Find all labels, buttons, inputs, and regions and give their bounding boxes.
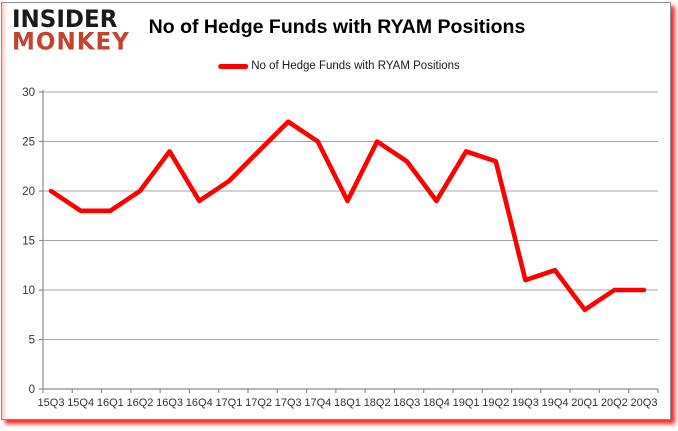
- logo-insider-text: INSIDER: [12, 5, 118, 34]
- x-axis-tick-label: 20Q2: [601, 397, 628, 409]
- x-axis-tick-label: 20Q3: [631, 397, 658, 409]
- series-line-ryam: [48, 119, 647, 313]
- chart-title: No of Hedge Funds with RYAM Positions: [148, 16, 526, 38]
- x-axis-tick-label: 16Q1: [97, 397, 124, 409]
- legend: No of Hedge Funds with RYAM Positions: [218, 60, 460, 72]
- x-axis-tick-label: 18Q3: [393, 397, 420, 409]
- x-axis-tick-label: 17Q4: [304, 397, 331, 409]
- y-axis-tick-label: 15: [22, 236, 35, 248]
- x-axis-tick-label: 17Q2: [245, 397, 272, 409]
- legend-line-swatch-icon: [218, 63, 249, 69]
- x-axis-tick-label: 19Q1: [453, 397, 480, 409]
- x-axis-tick-label: 18Q2: [364, 397, 391, 409]
- x-axis-tick-label: 16Q2: [126, 397, 153, 409]
- insider-monkey-logo: INSIDER MONKEY: [12, 5, 130, 57]
- x-axis-tick-label: 18Q1: [334, 397, 361, 409]
- x-axis-tick-label: 19Q2: [482, 397, 509, 409]
- x-axis-tick-label: 19Q3: [512, 397, 539, 409]
- x-axis-tick-label: 18Q4: [423, 397, 450, 409]
- chart-canvas: 0 5 10 15 20 25 30 15Q3 15Q4 16Q1 16Q2 16Q3 16Q4 17Q1…: [22, 87, 659, 409]
- logo-monkey-text: MONKEY: [12, 28, 130, 57]
- chart-card: INSIDER MONKEY No of Hedge Funds with RY…: [1, 2, 671, 420]
- y-axis-tick-label: 20: [22, 186, 35, 198]
- x-axis-tick-label: 20Q1: [571, 397, 598, 409]
- y-axis-tick-label: 0: [29, 384, 35, 396]
- x-axis-tick-label: 15Q3: [38, 397, 65, 409]
- y-axis-tick-label: 30: [22, 87, 35, 99]
- y-axis-tick-label: 25: [22, 137, 35, 149]
- x-axis-tick-label: 16Q3: [156, 397, 183, 409]
- y-axis-tick-label: 5: [29, 335, 35, 347]
- x-axis-tick-label: 17Q3: [275, 397, 302, 409]
- x-axis-tick-label: 15Q4: [67, 397, 94, 409]
- x-axis-tick-label: 17Q1: [215, 397, 242, 409]
- y-axis-tick-label: 10: [22, 285, 35, 297]
- x-axis-tick-label: 19Q4: [542, 397, 569, 409]
- x-axis-tick-label: 16Q4: [186, 397, 213, 409]
- legend-label: No of Hedge Funds with RYAM Positions: [251, 60, 460, 72]
